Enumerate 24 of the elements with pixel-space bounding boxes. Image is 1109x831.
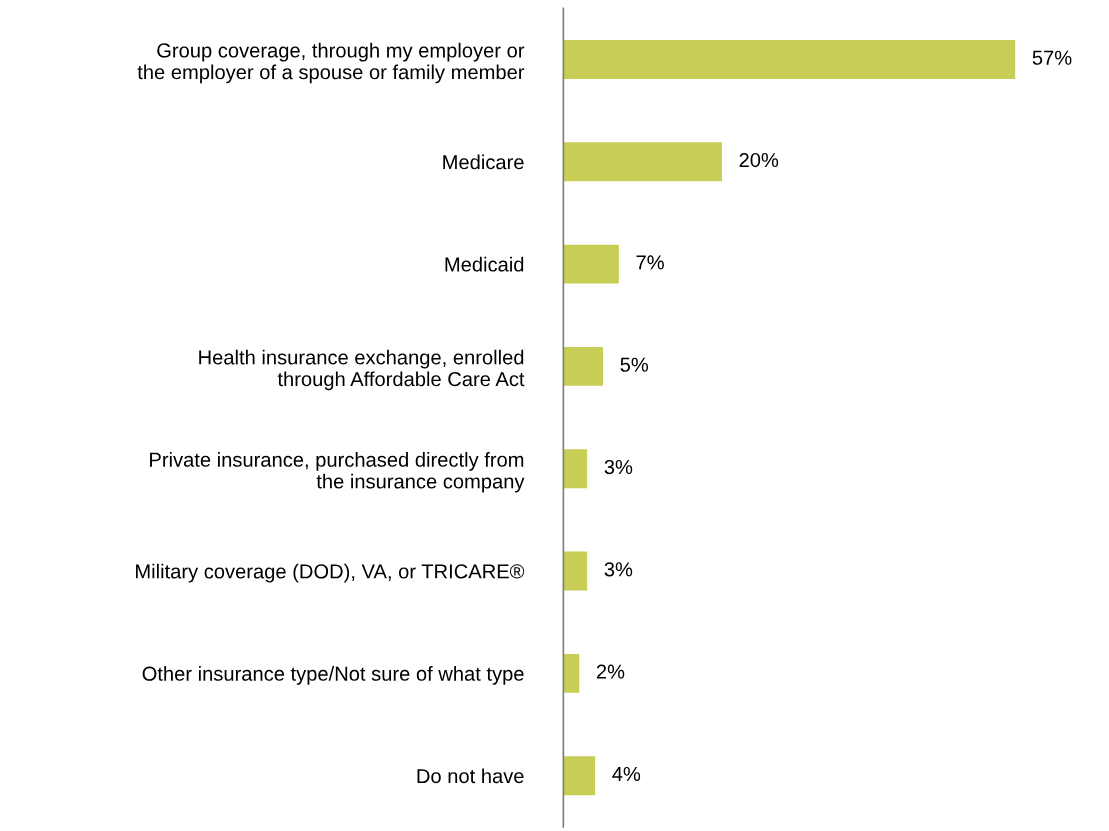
data-label: 5% bbox=[620, 357, 649, 372]
y-tick-label: Private insurance, purchased directly from the insurance company bbox=[150, 452, 525, 493]
bar bbox=[563, 449, 588, 489]
bar bbox=[563, 244, 619, 284]
data-label: 2% bbox=[596, 664, 625, 679]
bar bbox=[563, 551, 588, 591]
data-label: 7% bbox=[636, 255, 664, 270]
bar bbox=[563, 40, 1016, 79]
y-tick-label: Medicaid bbox=[445, 256, 524, 272]
y-tick-label: Medicare bbox=[443, 154, 524, 170]
bar bbox=[563, 346, 603, 386]
data-label: 3% bbox=[604, 459, 633, 475]
y-tick-label: Health insurance exchange, enrolled through Affordable Care Act bbox=[199, 349, 525, 391]
y-tick-label: Group coverage, through my employer or the employer of a spouse or family member bbox=[137, 42, 525, 84]
y-tick-label: Do not have bbox=[417, 768, 524, 784]
bar bbox=[563, 653, 580, 693]
y-tick-label: Other insurance type/Not sure of what type bbox=[142, 666, 524, 685]
bar bbox=[563, 142, 722, 182]
data-label: 20% bbox=[739, 152, 779, 168]
y-tick-label: Military coverage (DOD), VA, or TRICARE® bbox=[136, 563, 525, 583]
data-label: 4% bbox=[612, 766, 641, 782]
bar bbox=[563, 756, 596, 796]
data-label: 57% bbox=[1032, 50, 1072, 65]
data-label: 3% bbox=[604, 562, 633, 577]
